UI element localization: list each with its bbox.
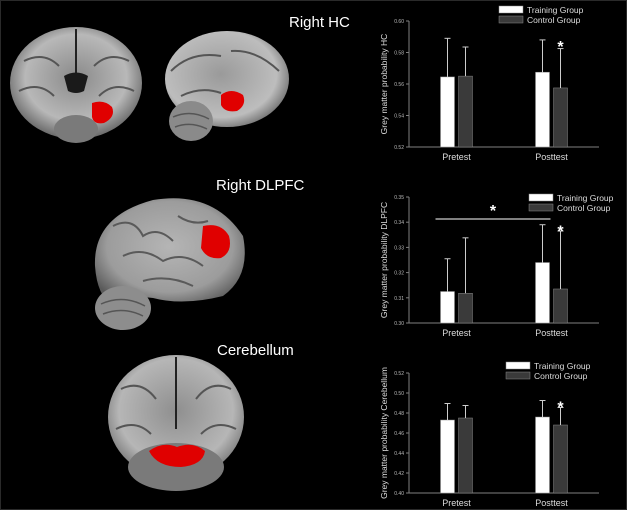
- y-axis-label: Grey matter probability Cerebellum: [379, 367, 389, 499]
- y-tick-label: 0.60: [394, 19, 404, 25]
- x-tick-label: Posttest: [535, 498, 568, 508]
- y-tick-label: 0.52: [394, 145, 404, 151]
- y-tick-label: 0.58: [394, 51, 404, 57]
- bar-control-group: [458, 75, 473, 148]
- y-tick-label: 0.30: [394, 321, 404, 327]
- legend-label-training: Training Group: [527, 5, 584, 15]
- panel-title-dlpfc: Right DLPFC: [216, 177, 305, 194]
- brain-sagittal-hc-image: [165, 31, 289, 141]
- bar-chart-dlpfc: 0.30 0.31 0.32 0.33 0.34 0.35 Grey matter prob…: [379, 193, 614, 338]
- y-tick-label: 0.50: [394, 391, 404, 397]
- y-tick-label: 0.32: [394, 271, 404, 277]
- bar-training-group: [440, 76, 455, 148]
- x-tick-label: Pretest: [442, 328, 471, 338]
- bar-control-group: [458, 417, 473, 494]
- bar-training-group: [440, 291, 455, 324]
- y-tick-label: 0.54: [394, 114, 404, 120]
- y-tick-label: 0.48: [394, 411, 404, 417]
- bar-control-group: [458, 293, 473, 324]
- significance-asterisk: *: [557, 39, 564, 56]
- y-axis-label: Grey matter probability HC: [379, 34, 389, 135]
- y-tick-label: 0.42: [394, 471, 404, 477]
- bar-training-group: [535, 262, 550, 324]
- brain-coronal-cerebellum-image: [108, 355, 244, 491]
- y-tick-label: 0.44: [394, 451, 404, 457]
- significance-asterisk: *: [490, 203, 497, 220]
- legend-swatch-control: [528, 203, 554, 212]
- bar-training-group: [535, 416, 550, 494]
- bar-control-group: [553, 424, 568, 494]
- bar-training-group: [440, 419, 455, 494]
- y-tick-label: 0.34: [394, 220, 404, 226]
- bar-chart-cerebellum: 0.40 0.42 0.44 0.46 0.48 0.50 0.52 Grey matter …: [379, 361, 599, 508]
- y-tick-label: 0.40: [394, 491, 404, 497]
- y-tick-label: 0.56: [394, 82, 404, 88]
- y-axis-label: Grey matter probability DLPFC: [379, 202, 389, 318]
- significance-asterisk: *: [557, 400, 564, 417]
- bar-training-group: [535, 71, 550, 148]
- legend-swatch-control: [498, 15, 524, 24]
- brain-coronal-hc-image: [10, 27, 142, 143]
- x-tick-label: Pretest: [442, 152, 471, 162]
- y-tick-label: 0.52: [394, 371, 404, 377]
- panel-title-cerebellum: Cerebellum: [217, 342, 294, 359]
- significance-asterisk: *: [557, 224, 564, 241]
- legend-swatch-training: [505, 361, 531, 370]
- legend-label-control: Control Group: [557, 203, 611, 213]
- legend-label-training: Training Group: [557, 193, 614, 203]
- legend-label-training: Training Group: [534, 361, 591, 371]
- y-tick-label: 0.46: [394, 431, 404, 437]
- panel-title-hc: Right HC: [289, 14, 350, 31]
- bar-control-group: [553, 87, 568, 148]
- legend-label-control: Control Group: [534, 371, 588, 381]
- legend-swatch-training: [528, 193, 554, 202]
- x-tick-label: Pretest: [442, 498, 471, 508]
- legend-swatch-control: [505, 371, 531, 380]
- bar-control-group: [553, 288, 568, 324]
- y-tick-label: 0.33: [394, 245, 404, 251]
- legend-label-control: Control Group: [527, 15, 581, 25]
- legend-swatch-training: [498, 5, 524, 14]
- x-tick-label: Posttest: [535, 328, 568, 338]
- y-tick-label: 0.35: [394, 195, 404, 201]
- brain-lateral-dlpfc-image: [94, 198, 245, 330]
- x-tick-label: Posttest: [535, 152, 568, 162]
- bar-chart-hc: 0.52 0.54 0.56 0.58 0.60 Grey matter probabil…: [379, 5, 599, 162]
- y-tick-label: 0.31: [394, 296, 404, 302]
